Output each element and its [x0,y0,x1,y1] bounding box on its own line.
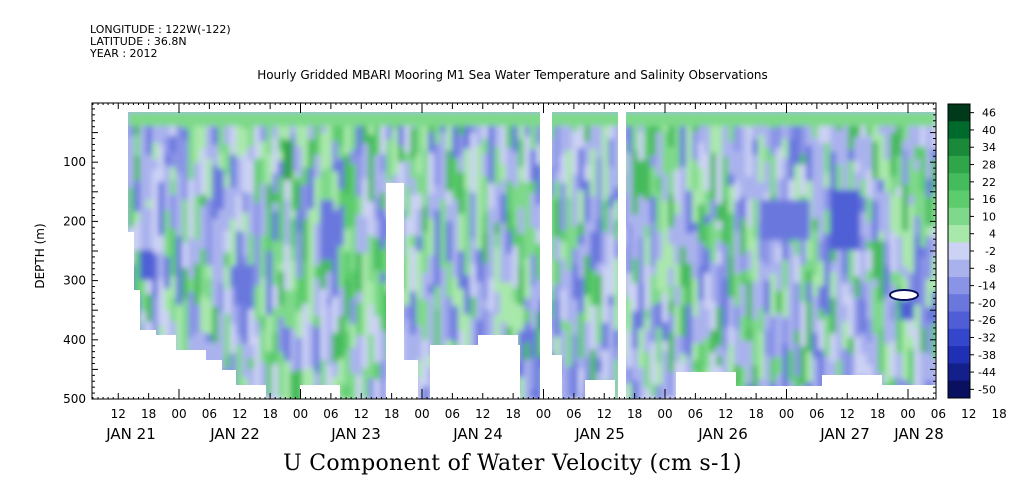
colorbar-label: -38 [978,349,996,362]
x-hour-tick-label: 00 [293,407,308,421]
colorbar-swatch [948,173,970,191]
x-hour-tick-label: 18 [262,407,277,421]
colorbar-swatch [948,138,970,157]
x-hour-tick-label: 12 [718,407,733,421]
x-hour-tick-label: 06 [688,407,703,421]
x-hour-tick-label: 18 [384,407,399,421]
colorbar-label: 34 [982,141,996,154]
colorbar-swatch [948,328,970,347]
x-date-label: JAN 25 [574,425,625,443]
year-label: YEAR : 2012 [90,47,158,60]
x-hour-tick-label: 12 [840,407,855,421]
x-date-labels: JAN 21 JAN 22 JAN 23 JAN 24 JAN 25 JAN 26 JAN … [105,425,944,443]
colorbar-label: -8 [985,262,996,275]
missing-data-masks [92,103,936,399]
colorbar-swatch [948,225,970,243]
x-hour-tick-label: 00 [779,407,794,421]
colorbar-swatch [948,207,970,226]
x-date-label: JAN 22 [209,425,260,443]
x-hour-tick-label: 18 [748,407,763,421]
y-tick-label: 400 [63,333,86,347]
x-hour-tick-label: 00 [536,407,551,421]
colorbar-swatch [948,259,970,278]
colorbar-swatch [948,276,970,295]
x-hour-tick-label: 00 [657,407,672,421]
colorbar-swatch [948,242,970,261]
x-hour-tick-label: 18 [870,407,885,421]
x-hour-tick-labels: 12 18 00 06 12 18 00 06 12 18 00 06 12 18 00 06 12 18 00 06… [111,407,1007,421]
y-tick-label: 200 [63,214,86,228]
colorbar-label: 10 [982,210,996,223]
x-date-label: JAN 28 [893,425,944,443]
y-tick-labels: 100 200 300 400 500 [63,155,86,406]
colorbar-swatch [948,311,970,330]
colorbar-label: 16 [982,193,996,206]
x-axis-label: U Component of Water Velocity (cm s-1) [283,451,742,476]
x-hour-tick-label: 18 [141,407,156,421]
colorbar-label: -26 [978,314,996,327]
x-hour-tick-label: 12 [475,407,490,421]
colorbar-label: -20 [978,297,996,310]
colorbar-swatch [948,104,970,122]
x-hour-tick-label: 06 [566,407,581,421]
x-hour-tick-label: 06 [202,407,217,421]
axis-ticks [92,102,936,400]
x-hour-tick-label: 18 [627,407,642,421]
x-hour-tick-label: 18 [991,407,1006,421]
colorbar-label: -2 [985,245,996,258]
x-date-label: JAN 24 [452,425,503,443]
colorbar-label: 46 [982,107,996,120]
colorbar-label: 22 [982,176,996,189]
colorbar: 46 40 34 28 22 16 10 4 -2 -8 -14 -20 -26 -32 -38 -44 -50 [947,103,996,399]
x-hour-tick-label: 18 [505,407,520,421]
x-date-label: JAN 23 [330,425,381,443]
x-date-label: JAN 27 [819,425,870,443]
x-hour-tick-label: 12 [232,407,247,421]
colorbar-label: 4 [989,228,996,241]
colorbar-swatch [948,121,970,140]
colorbar-label: -32 [978,331,996,344]
colorbar-swatch [948,380,970,399]
latitude-label: LATITUDE : 36.8N [90,35,187,48]
x-date-label: JAN 21 [105,425,156,443]
colorbar-label: -14 [978,280,996,293]
y-axis-label: DEPTH (m) [33,223,47,288]
x-date-label: JAN 26 [697,425,748,443]
longitude-label: LONGITUDE : 122W(-122) [90,23,231,36]
x-hour-tick-label: 06 [323,407,338,421]
y-tick-label: 300 [63,274,86,288]
x-hour-tick-label: 12 [354,407,369,421]
x-hour-tick-label: 12 [111,407,126,421]
x-hour-tick-label: 06 [931,407,946,421]
y-tick-label: 100 [63,155,86,169]
x-hour-tick-label: 00 [414,407,429,421]
x-hour-tick-label: 12 [597,407,612,421]
x-hour-tick-label: 00 [171,407,186,421]
x-hour-tick-label: 00 [900,407,915,421]
x-hour-tick-label: 06 [809,407,824,421]
x-hour-tick-label: 12 [961,407,976,421]
colorbar-label: 40 [982,124,996,137]
x-hour-tick-label: 06 [445,407,460,421]
colorbar-swatch [948,294,970,313]
y-tick-label: 500 [63,392,86,406]
colorbar-label: -50 [978,383,996,396]
chart-title: Hourly Gridded MBARI Mooring M1 Sea Wate… [257,68,768,82]
colorbar-swatch [948,155,970,174]
colorbar-label: 28 [982,159,996,172]
colorbar-swatch [948,190,970,209]
colorbar-swatch [948,346,970,364]
colorbar-label: -44 [978,366,996,379]
colorbar-swatch [948,363,970,382]
